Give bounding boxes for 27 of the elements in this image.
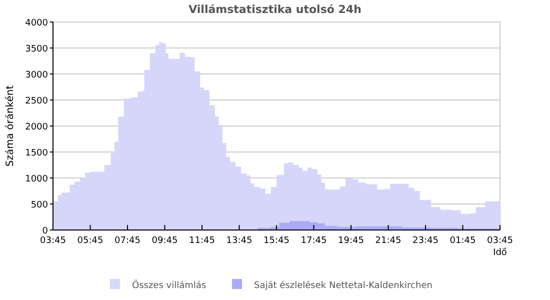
y-tick-label: 3500 <box>25 44 48 54</box>
x-tick-label: 15:45 <box>264 236 290 246</box>
x-axis-title: Idő <box>493 247 508 258</box>
chart-title: Villámstatisztika utolsó 24h <box>188 3 362 16</box>
x-tick-label: 13:45 <box>226 236 252 246</box>
y-tick-label: 3000 <box>25 70 48 80</box>
x-tick-label: 07:45 <box>114 236 140 246</box>
x-tick-label: 23:45 <box>412 236 438 246</box>
x-tick-label: 01:45 <box>450 236 476 246</box>
x-tick-label: 17:45 <box>300 236 327 246</box>
y-tick-label: 0 <box>42 226 48 236</box>
legend-label: Saját észlelések Nettetal-Kaldenkirchen <box>254 280 432 291</box>
y-axis-title: Száma óránként <box>5 85 16 167</box>
x-tick-label: 03:45 <box>487 236 513 246</box>
legend-label: Összes villámlás <box>132 279 206 291</box>
x-tick-label: 21:45 <box>375 236 402 246</box>
y-tick-label: 1500 <box>25 148 48 158</box>
x-tick-label: 09:45 <box>152 236 178 246</box>
x-tick-label: 03:45 <box>40 236 66 246</box>
y-tick-label: 2500 <box>25 96 48 106</box>
y-tick-label: 1000 <box>25 174 48 184</box>
x-tick-label: 05:45 <box>77 236 104 246</box>
x-tick-label: 19:45 <box>338 236 364 246</box>
y-tick-label: 4000 <box>25 18 48 28</box>
y-tick-label: 2000 <box>25 122 48 132</box>
x-tick-label: 11:45 <box>189 236 215 246</box>
y-tick-label: 500 <box>30 200 48 210</box>
